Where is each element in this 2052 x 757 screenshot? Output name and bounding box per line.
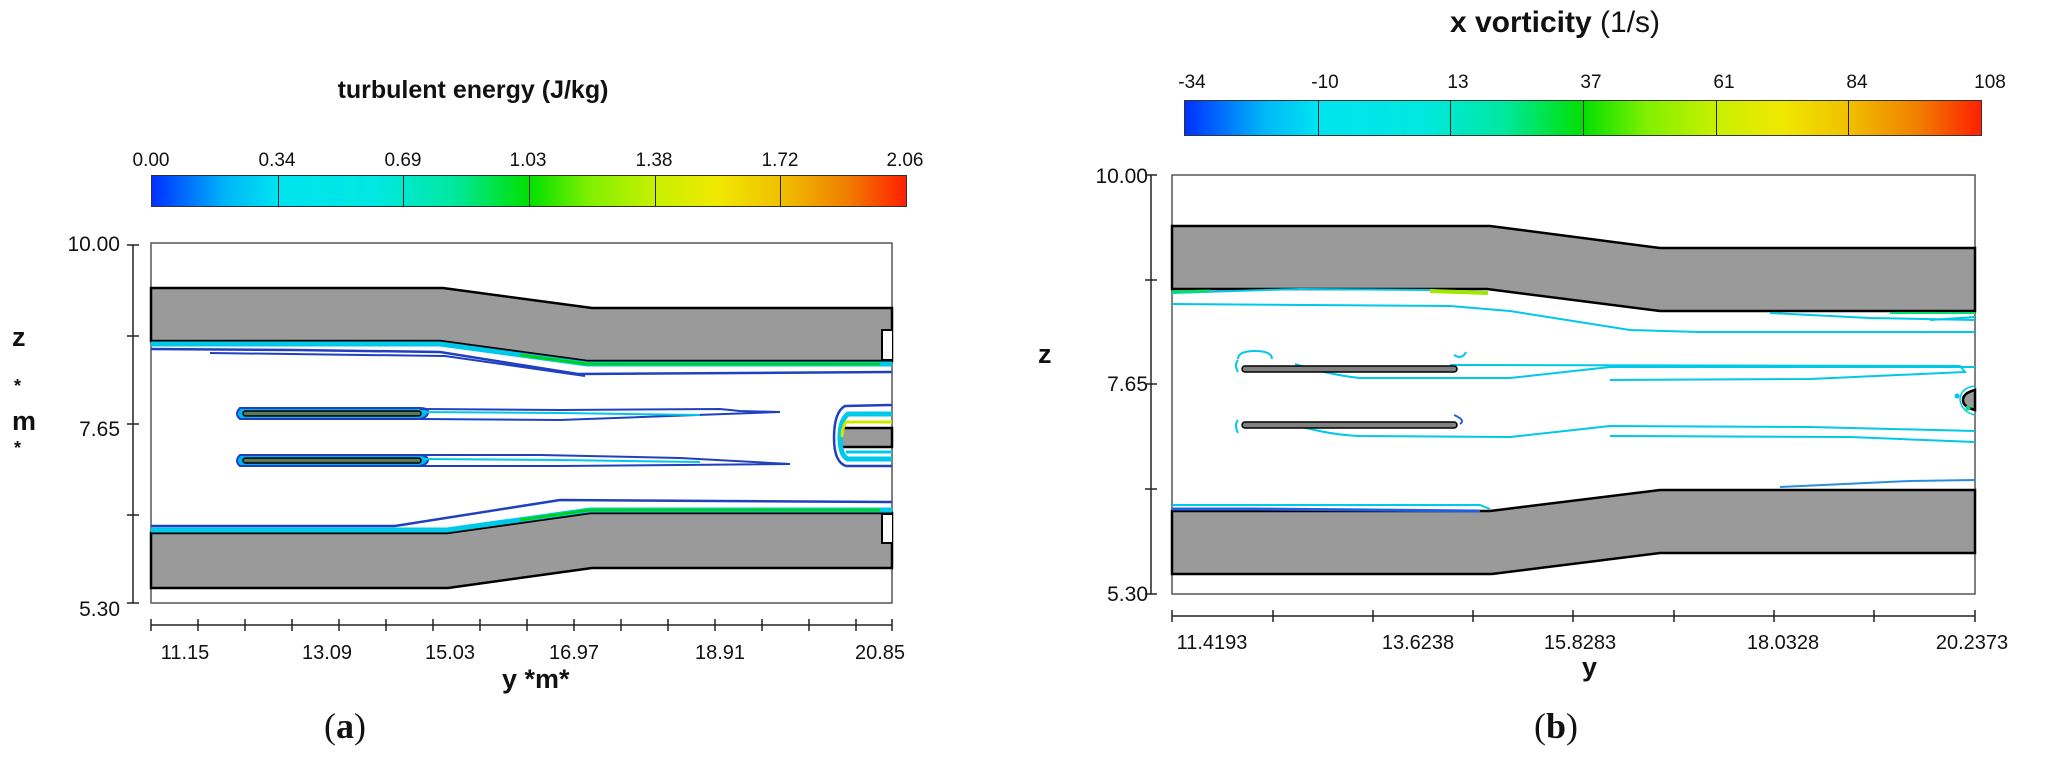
colorbar-tick: 108 — [1974, 72, 2006, 93]
x-axis-title: y — [1582, 652, 1598, 682]
y-tick-label: 7.65 — [1107, 373, 1148, 396]
y-axis — [127, 244, 139, 604]
x-tick-label: 18.91 — [694, 642, 746, 664]
downstream-body — [1961, 388, 1977, 412]
colorbar-tick: 84 — [1846, 72, 1868, 93]
y-tick-label: 5.30 — [79, 598, 120, 621]
panel-a: turbulent energy (J/kg) 0.00 0.34 0.69 1… — [0, 0, 1010, 757]
colorbar-tick: -34 — [1178, 72, 1206, 93]
plate-upper — [1235, 349, 1975, 381]
colorbar-tick: 61 — [1713, 72, 1735, 93]
x-tick-label: 13.6238 — [1381, 632, 1455, 654]
colorbar-title: turbulent energy (J/kg) — [337, 76, 609, 104]
colorbar-tick: 1.72 — [761, 150, 799, 171]
colorbar-tick: 1.03 — [509, 150, 547, 171]
x-tick-label: 20.2373 — [1935, 632, 2009, 654]
y-tick-label: 5.30 — [1107, 583, 1148, 606]
x-tick-label: 15.03 — [424, 642, 476, 664]
contour-plot — [127, 242, 894, 631]
downstream-body — [838, 426, 894, 449]
plate-lower — [1235, 414, 1976, 443]
colorbar-tick: -10 — [1311, 72, 1339, 93]
contour-plot — [1145, 174, 1977, 622]
colorbar — [1184, 100, 1982, 136]
y-axis-title: * — [14, 438, 22, 458]
x-tick-label: 18.0328 — [1746, 632, 1820, 654]
colorbar-tick: 13 — [1447, 72, 1469, 93]
colorbar-tick: 1.38 — [635, 150, 673, 171]
x-axis — [1171, 610, 1976, 622]
colorbar-tick: 2.06 — [886, 150, 924, 171]
x-axis-title: y *m* — [502, 664, 570, 694]
x-tick-label: 16.97 — [548, 642, 600, 664]
x-tick-label: 13.09 — [301, 642, 353, 664]
x-tick-label: 20.85 — [854, 642, 906, 664]
colorbar-tick: 0.00 — [132, 150, 170, 171]
plate-lower — [236, 454, 791, 467]
lower-wall — [149, 511, 894, 590]
colorbar-tick: 37 — [1580, 72, 1602, 93]
colorbar — [151, 175, 907, 207]
panel-caption: (b) — [1533, 706, 1579, 746]
x-tick-label: 11.15 — [160, 642, 210, 664]
plate-upper — [236, 407, 781, 422]
y-axis-title: z — [1038, 339, 1052, 369]
colorbar-tick: 0.34 — [258, 150, 296, 171]
x-tick-label: 15.8283 — [1543, 632, 1617, 654]
x-tick-label: 11.4193 — [1176, 632, 1248, 654]
y-tick-label: 7.65 — [79, 418, 120, 441]
panel-b: x vorticity (1/s) -34 -10 13 37 61 84 10… — [1010, 0, 2052, 757]
x-axis — [150, 619, 893, 631]
y-tick-label: 10.00 — [67, 233, 120, 256]
colorbar-tick: 0.69 — [384, 150, 422, 171]
colorbar-title: x vorticity (1/s) — [1449, 6, 1661, 39]
panel-caption: (a) — [324, 706, 366, 746]
y-axis-title: * — [14, 376, 22, 396]
y-axis-title: m — [12, 406, 37, 436]
y-axis-title: z — [12, 322, 26, 352]
y-axis — [1145, 174, 1157, 595]
y-tick-label: 10.00 — [1095, 165, 1148, 188]
